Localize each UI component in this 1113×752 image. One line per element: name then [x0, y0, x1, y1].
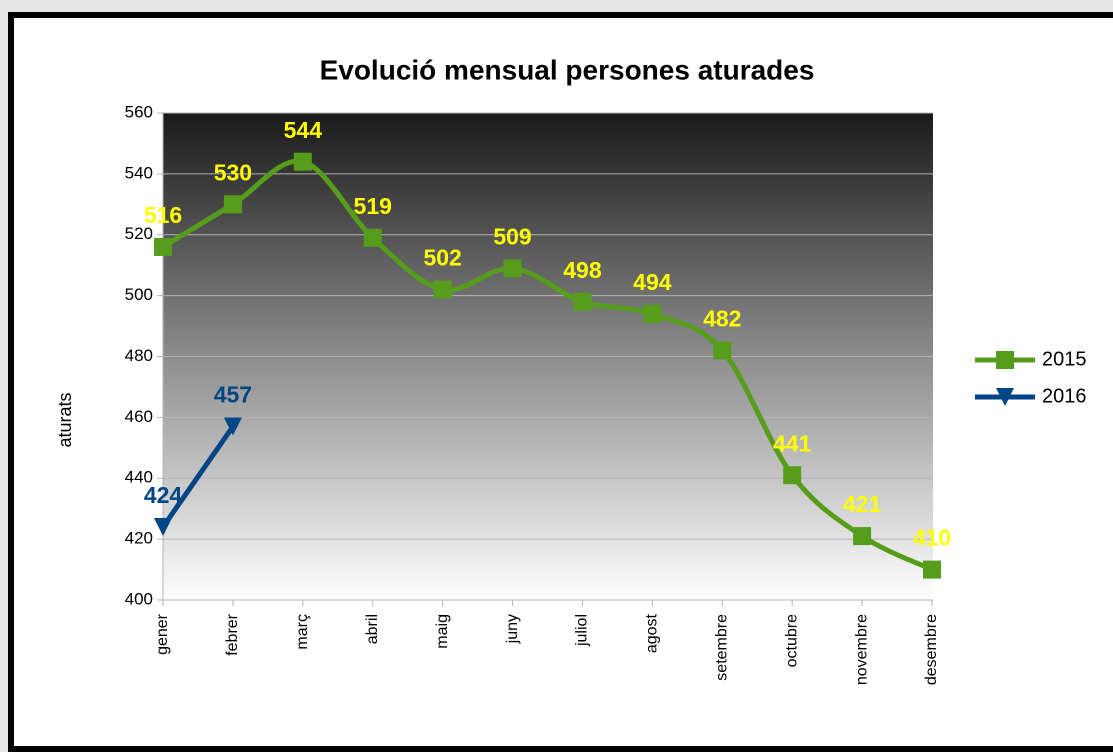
series-line: [160, 425, 235, 529]
x-tick-label: març: [294, 614, 311, 650]
marker: [154, 237, 172, 256]
x-tick-label: gener: [154, 613, 171, 655]
marker: [363, 228, 382, 247]
x-tick-label: febrer: [224, 613, 241, 655]
data-label: 421: [843, 491, 882, 517]
y-tick-label: 480: [125, 346, 153, 365]
data-label: 519: [354, 193, 392, 219]
data-label: 530: [214, 159, 252, 185]
y-tick-label: 440: [125, 468, 153, 487]
data-label: 516: [144, 202, 182, 228]
data-label: 509: [493, 223, 531, 249]
y-tick-label: 540: [125, 163, 153, 182]
legend-label: 2016: [1042, 385, 1087, 407]
x-tick-label: juny: [504, 614, 521, 644]
marker: [293, 152, 312, 171]
marker: [643, 304, 662, 323]
x-tick-label: novembre: [853, 614, 870, 685]
y-tick-label: 400: [125, 589, 153, 608]
marker: [154, 517, 172, 536]
legend-marker: [996, 351, 1014, 369]
legend-label: 2015: [1042, 348, 1087, 370]
y-tick-label: 560: [125, 102, 153, 121]
data-label: 410: [913, 525, 951, 551]
y-tick-label: 520: [125, 224, 153, 243]
data-label: 441: [773, 430, 812, 456]
data-label: 502: [423, 245, 461, 271]
data-label: 482: [703, 305, 741, 331]
x-tick-label: agost: [644, 613, 661, 653]
marker: [503, 259, 522, 278]
marker: [433, 280, 452, 299]
x-tick-label: octubre: [783, 614, 800, 667]
marker: [923, 560, 941, 579]
marker: [853, 527, 872, 546]
x-tick-label: desembre: [923, 614, 940, 685]
x-tick-label: maig: [434, 614, 451, 649]
x-tick-label: juliol: [574, 614, 591, 647]
chart-title: Evolució mensual persones aturades: [320, 54, 815, 85]
data-label: 498: [563, 257, 602, 283]
y-tick-label: 500: [125, 285, 153, 304]
x-tick-label: setembre: [713, 614, 730, 681]
y-tick-label: 420: [125, 529, 153, 548]
legend-marker: [996, 388, 1014, 406]
marker: [223, 417, 242, 436]
data-label: 457: [214, 382, 252, 408]
y-axis-label: aturats: [55, 392, 75, 447]
y-tick-label: 460: [125, 407, 153, 426]
marker: [783, 466, 802, 485]
data-label: 494: [633, 269, 672, 295]
data-label: 544: [284, 117, 323, 143]
marker: [573, 292, 592, 311]
x-tick-label: abril: [364, 614, 381, 644]
marker: [223, 195, 242, 214]
marker: [713, 341, 732, 360]
data-label: 424: [144, 482, 183, 508]
